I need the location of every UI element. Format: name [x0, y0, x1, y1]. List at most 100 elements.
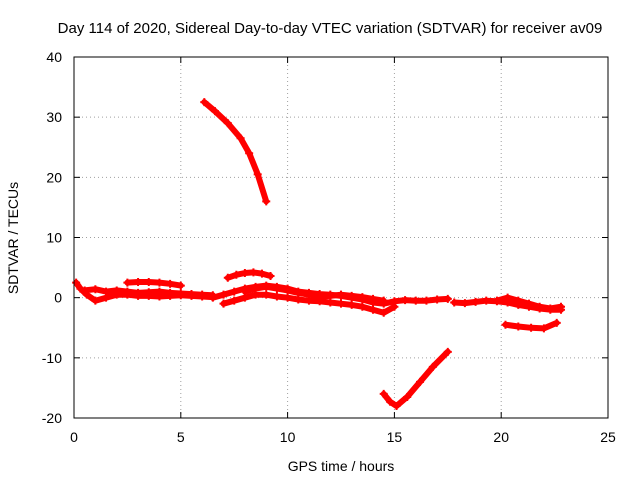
- data-point: [416, 377, 425, 386]
- data-point: [390, 302, 399, 311]
- data-point: [200, 98, 209, 107]
- data-point: [187, 290, 196, 299]
- data-point: [232, 270, 241, 279]
- x-tick-label: 0: [70, 429, 78, 445]
- x-tick-label: 15: [387, 429, 403, 445]
- data-point: [223, 273, 232, 282]
- data-point: [304, 290, 313, 299]
- data-point: [272, 284, 281, 293]
- grid: [74, 57, 608, 418]
- data-point: [240, 268, 249, 277]
- data-point: [257, 269, 266, 278]
- data-point: [219, 299, 228, 308]
- y-tick-label: 10: [46, 230, 62, 246]
- data-point: [403, 392, 412, 401]
- y-axis-label: SDTVAR / TECUs: [5, 182, 21, 294]
- y-tick-label: 40: [46, 49, 62, 65]
- data-point: [535, 302, 544, 311]
- y-tick-label: 0: [54, 290, 62, 306]
- data-point: [347, 300, 356, 309]
- data-point: [102, 287, 111, 296]
- data-point: [219, 290, 228, 299]
- y-tick-label: -10: [42, 350, 62, 366]
- data-point: [245, 149, 254, 158]
- data-point: [294, 288, 303, 297]
- data-point: [283, 293, 292, 302]
- data-point: [123, 287, 132, 296]
- data-point: [422, 296, 431, 305]
- data-point: [524, 299, 533, 308]
- data-point: [262, 290, 271, 299]
- data-point: [557, 302, 566, 311]
- data-point: [539, 324, 548, 333]
- data-point: [144, 288, 153, 297]
- data-point: [166, 288, 175, 297]
- data-point: [91, 296, 100, 305]
- data-point: [253, 170, 262, 179]
- data-point: [176, 289, 185, 298]
- data-point: [230, 287, 239, 296]
- data-point: [337, 299, 345, 308]
- data-point: [134, 288, 143, 297]
- data-point: [91, 285, 100, 294]
- series-arc-3: [380, 348, 451, 409]
- data-point: [251, 284, 260, 293]
- data-point: [123, 278, 132, 287]
- data-point: [155, 287, 164, 296]
- data-point: [514, 322, 523, 331]
- axis-ticks: 0 5 10 15 20 25 -20 -10 0 10 20 30 40: [42, 49, 616, 445]
- x-tick-label: 10: [280, 429, 296, 445]
- data-point: [460, 299, 469, 308]
- data-point: [433, 295, 442, 304]
- data-point: [411, 296, 420, 305]
- data-point: [176, 281, 185, 290]
- data-point: [369, 294, 378, 303]
- data-point: [358, 302, 367, 311]
- data-point: [262, 197, 271, 206]
- x-tick-label: 20: [493, 429, 509, 445]
- data-point: [112, 286, 121, 295]
- data-point: [134, 278, 143, 287]
- data-point: [262, 282, 271, 291]
- y-tick-label: 30: [46, 109, 62, 125]
- y-tick-label: -20: [42, 410, 62, 426]
- data-point: [443, 347, 452, 356]
- data-point: [240, 287, 249, 296]
- x-axis-label: GPS time / hours: [288, 458, 395, 474]
- data-point: [337, 290, 345, 299]
- data-point: [552, 318, 561, 327]
- data-point: [503, 293, 512, 302]
- data-point: [379, 308, 388, 317]
- data-point: [379, 296, 388, 305]
- data-point: [223, 119, 232, 128]
- data-point: [326, 291, 335, 300]
- data-point: [72, 278, 81, 287]
- data-point: [443, 294, 452, 303]
- data-point: [198, 290, 207, 299]
- data-point: [514, 296, 523, 305]
- data-point: [482, 296, 491, 305]
- series-arc-1: [201, 99, 270, 205]
- data-point: [249, 268, 258, 277]
- data-point: [210, 107, 219, 116]
- data-point: [527, 323, 536, 332]
- data-point: [315, 292, 324, 301]
- data-point: [166, 279, 175, 288]
- data-point: [471, 297, 480, 306]
- data-point: [386, 397, 395, 406]
- data-point: [230, 296, 239, 305]
- data-point: [379, 389, 388, 398]
- data-point: [450, 298, 459, 307]
- data-point: [501, 320, 510, 329]
- data-point: [266, 272, 275, 281]
- data-point: [428, 362, 437, 371]
- data-point: [80, 286, 89, 295]
- chart-title: Day 114 of 2020, Sidereal Day-to-day VTE…: [58, 20, 603, 37]
- data-point: [144, 278, 153, 287]
- data-point: [155, 278, 164, 287]
- data-point: [401, 296, 410, 305]
- data-point: [208, 293, 217, 302]
- data-point: [546, 304, 555, 313]
- x-tick-label: 5: [177, 429, 185, 445]
